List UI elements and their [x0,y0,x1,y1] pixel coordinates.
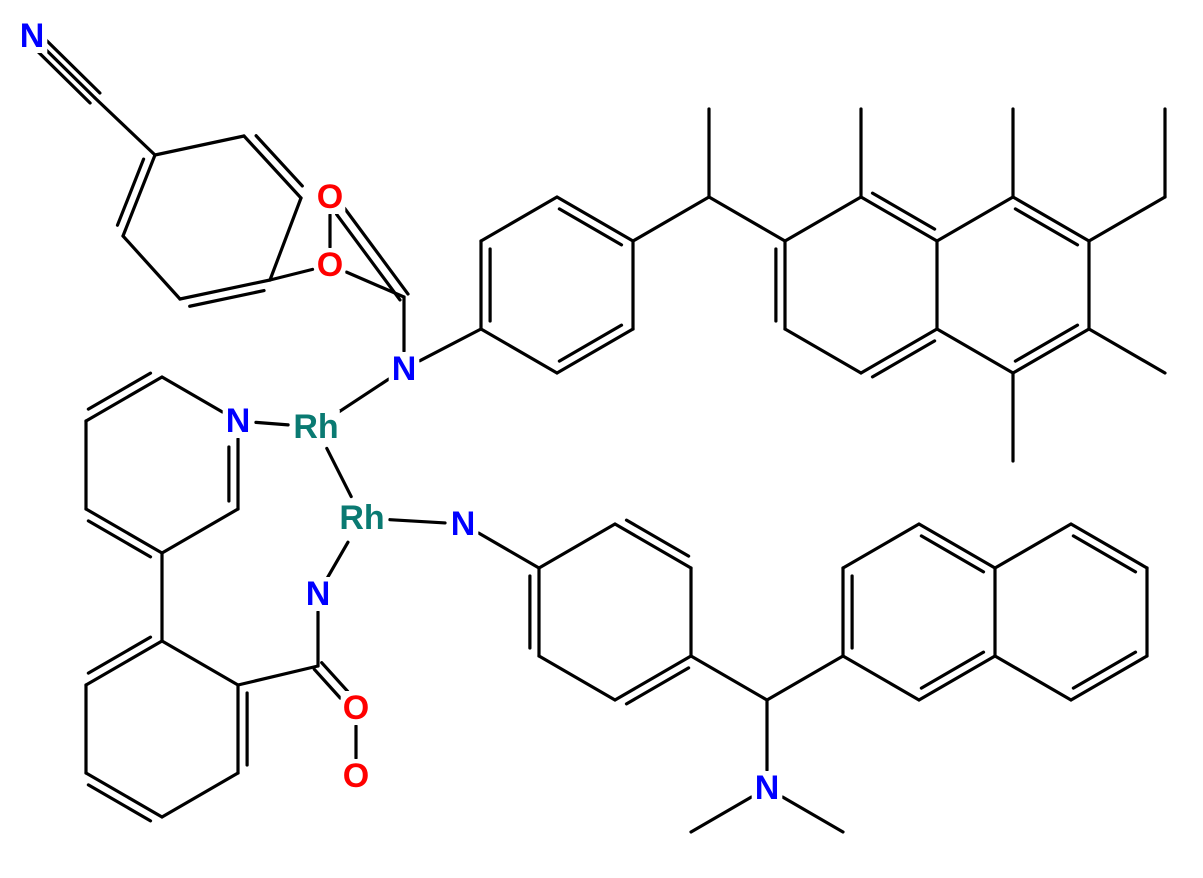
molecule-diagram: NOONNRhRhNNOON [0,0,1203,878]
atom-label-rh: Rh [293,408,338,446]
atom-label-o: O [343,689,369,727]
atom-label-o: O [317,178,343,216]
atom-label-o: O [317,246,343,284]
atom-label-n: N [392,350,417,388]
atom-label-rh: Rh [339,499,384,537]
atom-label-n: N [306,575,331,613]
atom-label-o: O [343,757,369,795]
atom-label-n: N [755,769,780,807]
atom-label-n: N [451,505,476,543]
atom-label-n: N [226,402,251,440]
atom-label-n: N [20,17,45,55]
